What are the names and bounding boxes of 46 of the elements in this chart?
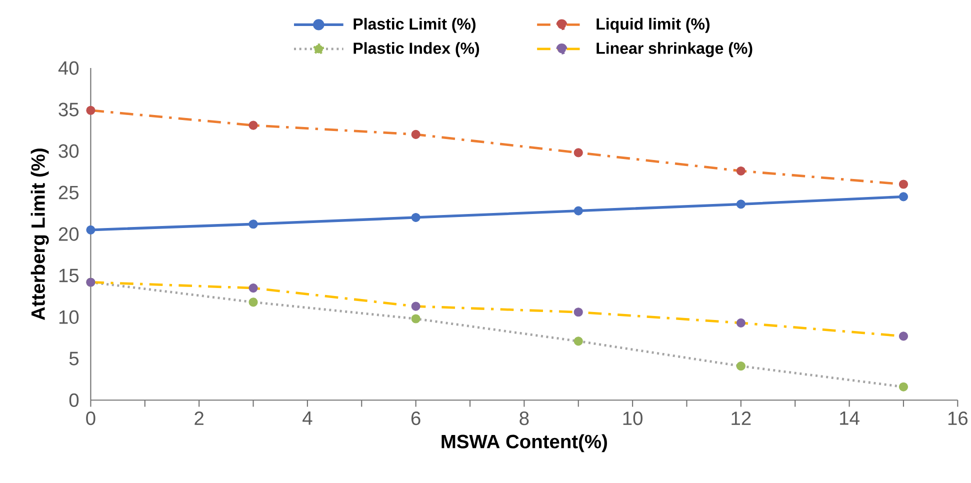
point — [248, 298, 258, 307]
y-tick-label: 40 — [58, 61, 79, 75]
y-tick-label: 5 — [69, 352, 79, 366]
point — [411, 130, 420, 140]
legend-label: Plastic Index (%) — [354, 42, 480, 58]
legend-label: Plastic Limit (%) — [354, 18, 476, 33]
point — [248, 220, 258, 229]
x-tick-label: 0 — [86, 412, 96, 426]
point — [86, 106, 96, 115]
x-tick-label: 10 — [623, 412, 642, 426]
point — [574, 206, 583, 216]
point — [411, 302, 420, 311]
point — [248, 120, 258, 130]
y-axis-title: Atterberg Limit (%) — [30, 148, 49, 320]
point — [736, 200, 746, 209]
point — [574, 308, 583, 317]
point — [898, 382, 908, 392]
y-tick-label: 35 — [58, 102, 79, 116]
point — [574, 148, 583, 158]
y-tick-label: 0 — [69, 393, 79, 408]
legend-label: Linear shrinkage (%) — [596, 42, 752, 58]
point — [411, 213, 420, 222]
y-tick-label: 10 — [59, 310, 79, 324]
x-tick-label: 4 — [302, 412, 312, 425]
point — [736, 318, 746, 328]
x-axis-title: MSWA Content(%) — [442, 434, 607, 452]
y-tick-label: 25 — [58, 186, 79, 200]
point — [411, 314, 420, 324]
point — [86, 225, 96, 235]
legend-label: Liquid limit (%) — [596, 18, 710, 33]
point — [736, 362, 746, 371]
y-tick-label: 20 — [58, 227, 79, 241]
y-tick-label: 15 — [59, 268, 79, 282]
x-tick-label: 16 — [948, 412, 968, 426]
point — [574, 336, 583, 346]
point — [898, 192, 908, 202]
x-tick-label: 12 — [732, 412, 751, 426]
x-tick-label: 2 — [194, 412, 204, 426]
point — [248, 284, 258, 293]
point — [898, 332, 908, 341]
y-tick-label: 30 — [58, 144, 79, 158]
point — [898, 180, 908, 189]
point — [736, 166, 746, 176]
x-tick-label: 6 — [411, 412, 420, 426]
x-tick-label: 14 — [840, 412, 860, 425]
x-tick-label: 8 — [520, 412, 529, 426]
